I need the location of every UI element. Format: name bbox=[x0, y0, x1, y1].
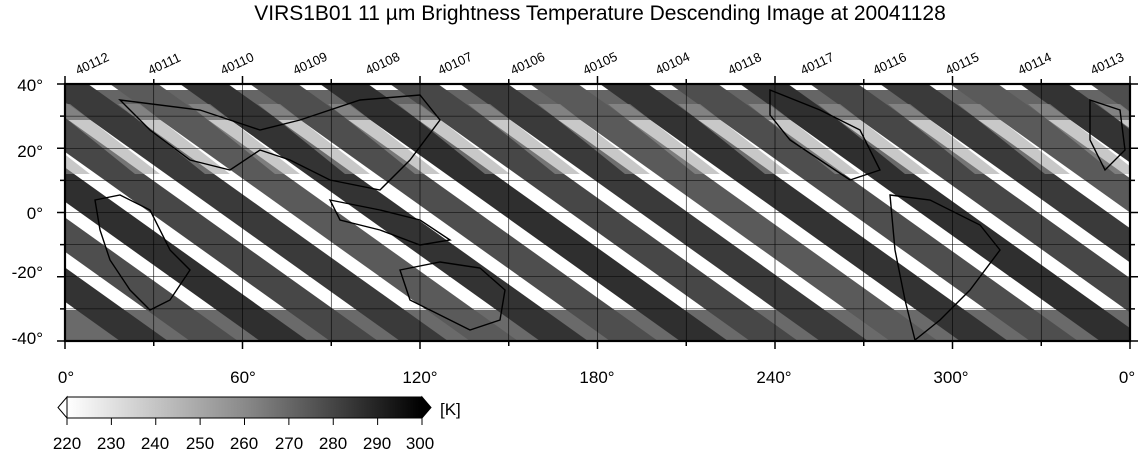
lon-label: 0° bbox=[1119, 368, 1135, 387]
cloud-patch bbox=[818, 104, 930, 174]
colorbar-tick-labels: 220 230 240 250 260 270 280 290 300 bbox=[53, 434, 434, 453]
map-panel bbox=[0, 76, 1138, 349]
swath-band bbox=[65, 267, 168, 341]
lat-label: 0° bbox=[27, 204, 43, 223]
orbit-number-label: 40104 bbox=[653, 49, 692, 78]
colorbar-low-arrow bbox=[57, 395, 68, 420]
lon-label: 60° bbox=[230, 368, 256, 387]
cloud-patch bbox=[1028, 104, 1130, 174]
cloud-patch bbox=[608, 104, 720, 174]
swath-band bbox=[65, 167, 308, 341]
figure-title: VIRS1B01 11 µm Brightness Temperature De… bbox=[254, 2, 946, 25]
swath-band bbox=[880, 84, 1130, 263]
lat-label: 20° bbox=[17, 142, 43, 161]
swath-band bbox=[810, 84, 1130, 313]
frame-ticks bbox=[57, 76, 1138, 349]
orbit-number-label: 40117 bbox=[798, 49, 836, 77]
cloud-patch bbox=[888, 104, 1000, 174]
cloud-patch bbox=[1098, 104, 1130, 130]
graticule bbox=[65, 84, 1130, 341]
orbit-number-label: 40110 bbox=[218, 49, 256, 77]
cloud-patch bbox=[65, 154, 90, 174]
longitude-axis: 0° 60° 120° 180° 240° 300° 0° bbox=[58, 368, 1135, 387]
colorbar-tick-label: 260 bbox=[230, 434, 258, 453]
colorbar-tick-label: 280 bbox=[319, 434, 347, 453]
cloud-patch bbox=[0, 104, 20, 174]
orbit-number-label: 40107 bbox=[435, 49, 474, 78]
swath-band bbox=[65, 217, 238, 341]
orbit-number-label: 40106 bbox=[508, 49, 547, 78]
africa-coast bbox=[94, 194, 191, 311]
orbit-number-label: 40115 bbox=[943, 49, 981, 77]
colorbar-tick-label: 300 bbox=[406, 434, 434, 453]
europe-coast bbox=[1089, 99, 1126, 172]
colorbar: [K] 220 230 240 250 260 270 280 290 300 bbox=[53, 395, 461, 453]
colorbar-unit: [K] bbox=[440, 400, 461, 419]
coastlines bbox=[94, 88, 1126, 341]
cloud-patch bbox=[398, 104, 510, 174]
orbit-number-label: 40114 bbox=[1015, 49, 1053, 77]
orbit-number-label: 40105 bbox=[580, 49, 619, 78]
lon-label: 120° bbox=[402, 368, 437, 387]
lat-label: -40° bbox=[12, 329, 43, 348]
orbit-number-label: 40112 bbox=[73, 49, 111, 77]
colorbar-ticks bbox=[66, 418, 423, 425]
orbit-labels: 40112 40111 40110 40109 40108 40107 40106 40105… bbox=[73, 49, 1126, 78]
orbit-number-label: 40108 bbox=[363, 49, 402, 78]
swath-band bbox=[1020, 84, 1130, 163]
cloud-patch bbox=[538, 104, 650, 174]
cloud-patch bbox=[65, 104, 160, 174]
lon-label: 180° bbox=[579, 368, 614, 387]
colorbar-tick-label: 270 bbox=[275, 434, 303, 453]
colorbar-scale bbox=[66, 396, 423, 419]
lon-label: 300° bbox=[933, 368, 968, 387]
cloud-patch bbox=[188, 104, 300, 174]
colorbar-tick-label: 240 bbox=[141, 434, 169, 453]
lat-label: -20° bbox=[12, 263, 43, 282]
lon-label: 0° bbox=[58, 368, 74, 387]
north-america-coast bbox=[769, 88, 881, 181]
cloud-patch bbox=[118, 104, 230, 174]
cloud-patch bbox=[678, 104, 790, 174]
indonesia-coast bbox=[328, 199, 452, 246]
cloud-patch bbox=[958, 104, 1070, 174]
orbit-number-label: 40118 bbox=[725, 49, 763, 77]
colorbar-tick-label: 290 bbox=[363, 434, 391, 453]
colorbar-tick-label: 250 bbox=[186, 434, 214, 453]
lon-label: 240° bbox=[756, 368, 791, 387]
cloud-patch bbox=[468, 104, 580, 174]
orbit-number-label: 40109 bbox=[290, 49, 329, 78]
latitude-axis: 40° 20° 0° -20° -40° bbox=[12, 76, 43, 348]
lat-label: 40° bbox=[17, 76, 43, 95]
colorbar-tick-label: 230 bbox=[97, 434, 125, 453]
asia-coast bbox=[118, 94, 441, 191]
orbit-number-label: 40111 bbox=[145, 50, 182, 78]
orbit-number-label: 40113 bbox=[1088, 49, 1126, 77]
colorbar-high-arrow bbox=[421, 395, 432, 420]
orbit-number-label: 40116 bbox=[870, 49, 908, 77]
colorbar-tick-label: 220 bbox=[53, 434, 81, 453]
cloud-patch bbox=[258, 104, 370, 174]
